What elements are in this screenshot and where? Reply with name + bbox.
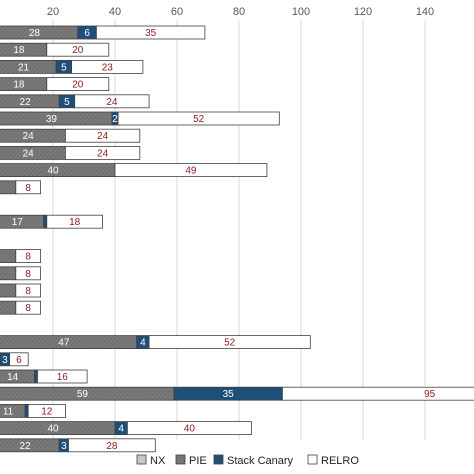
bar-relro <box>96 25 206 40</box>
data-label-nx: 59 <box>77 389 89 400</box>
data-label-relro: 8 <box>25 183 31 194</box>
data-label-canary: 3 <box>2 355 8 366</box>
data-label-relro: 8 <box>25 303 31 314</box>
data-label-nx: 18 <box>13 45 25 56</box>
x-tick-label: 100 <box>292 6 310 18</box>
bar-relro <box>15 283 41 298</box>
bar-relro <box>15 249 41 264</box>
bar-relro <box>15 300 41 315</box>
x-axis: 20 40 60 80 100 120 140 <box>47 6 434 18</box>
data-label-relro: 20 <box>72 45 84 56</box>
data-label-nx: 18 <box>13 80 25 91</box>
data-label-relro: 16 <box>57 372 69 383</box>
legend-label-canary: Stack Canary <box>227 455 294 467</box>
data-label-relro: 23 <box>102 62 114 73</box>
data-label-canary: 2 <box>112 114 118 125</box>
legend-swatch-pie <box>175 454 186 465</box>
data-label-relro: 6 <box>16 355 22 366</box>
data-label-relro: 20 <box>72 80 84 91</box>
bar-relro <box>65 128 141 143</box>
bar-relro <box>281 386 474 401</box>
data-label-canary: 5 <box>61 62 67 73</box>
bar-relro <box>27 403 66 418</box>
data-label-nx: 21 <box>18 62 30 73</box>
data-label-relro: 52 <box>193 114 205 125</box>
data-label-nx: 22 <box>20 97 32 108</box>
data-label-canary: 4 <box>118 424 124 435</box>
x-tick-label: 40 <box>109 6 121 18</box>
legend-label-nx: NX <box>150 455 166 467</box>
x-tick-label: 140 <box>416 6 434 18</box>
data-label-nx: 17 <box>12 217 24 228</box>
data-label-relro: 35 <box>145 28 157 39</box>
legend: NX PIE Stack Canary RELRO <box>136 454 359 467</box>
legend-label-relro: RELRO <box>321 455 359 467</box>
data-label-canary: 3 <box>61 441 67 452</box>
bar-relro <box>117 111 280 126</box>
data-label-nx: 39 <box>46 114 58 125</box>
bar-relro <box>15 266 41 281</box>
legend-label-pie: PIE <box>189 455 207 467</box>
data-label-nx: 28 <box>29 28 41 39</box>
bar-relro <box>74 94 150 109</box>
data-label-canary: 6 <box>84 28 90 39</box>
data-label-nx: 14 <box>7 372 19 383</box>
data-label-relro: 24 <box>106 97 118 108</box>
bar-canary <box>34 369 38 384</box>
bar-relro <box>148 335 311 350</box>
bar-nx <box>0 266 17 281</box>
bar-relro <box>46 42 110 57</box>
bar-relro <box>46 77 110 91</box>
data-label-relro: 24 <box>97 131 109 142</box>
data-label-relro: 8 <box>25 252 31 263</box>
legend-swatch-canary <box>213 454 224 465</box>
bar-relro <box>9 352 29 367</box>
data-label-nx: 47 <box>58 338 70 349</box>
data-label-nx: 24 <box>23 148 35 159</box>
bar-nx <box>0 249 17 264</box>
bar-relro <box>37 369 88 384</box>
bar-nx <box>0 283 17 298</box>
bar-relro <box>15 180 41 195</box>
bar-relro <box>68 438 156 453</box>
data-label-relro: 28 <box>106 441 118 452</box>
bar-relro <box>114 163 268 178</box>
x-tick-label: 80 <box>233 6 245 18</box>
gridlines <box>52 20 426 440</box>
data-label-relro: 18 <box>69 217 81 228</box>
data-label-relro: 40 <box>184 424 196 435</box>
bar-relro <box>127 421 252 436</box>
bar-canary <box>24 403 29 418</box>
bar-relro <box>46 214 103 229</box>
bar-relro <box>71 60 144 74</box>
data-label-relro: 95 <box>424 389 436 400</box>
legend-swatch-relro <box>307 454 318 465</box>
data-label-relro: 52 <box>224 338 236 349</box>
x-tick-label: 120 <box>354 6 372 18</box>
data-label-canary: 5 <box>64 97 70 108</box>
x-tick-label: 20 <box>47 6 59 18</box>
data-label-relro: 8 <box>25 269 31 280</box>
data-label-canary: 35 <box>223 389 235 400</box>
bar-relro <box>65 145 141 160</box>
data-label-nx: 11 <box>3 406 14 417</box>
data-label-nx: 40 <box>47 166 59 177</box>
data-label-relro: 8 <box>25 286 31 297</box>
data-label-relro: 12 <box>41 406 53 417</box>
data-label-canary: 4 <box>140 338 146 349</box>
data-label-nx: 22 <box>20 441 32 452</box>
bar-canary <box>43 214 48 229</box>
legend-swatch-nx <box>136 454 147 465</box>
x-tick-label: 60 <box>171 6 183 18</box>
bar-nx <box>0 300 17 315</box>
data-label-nx: 40 <box>47 424 59 435</box>
data-label-relro: 24 <box>97 148 109 159</box>
data-label-nx: 24 <box>23 131 35 142</box>
bar-nx <box>0 180 17 195</box>
data-label-relro: 49 <box>185 166 197 177</box>
